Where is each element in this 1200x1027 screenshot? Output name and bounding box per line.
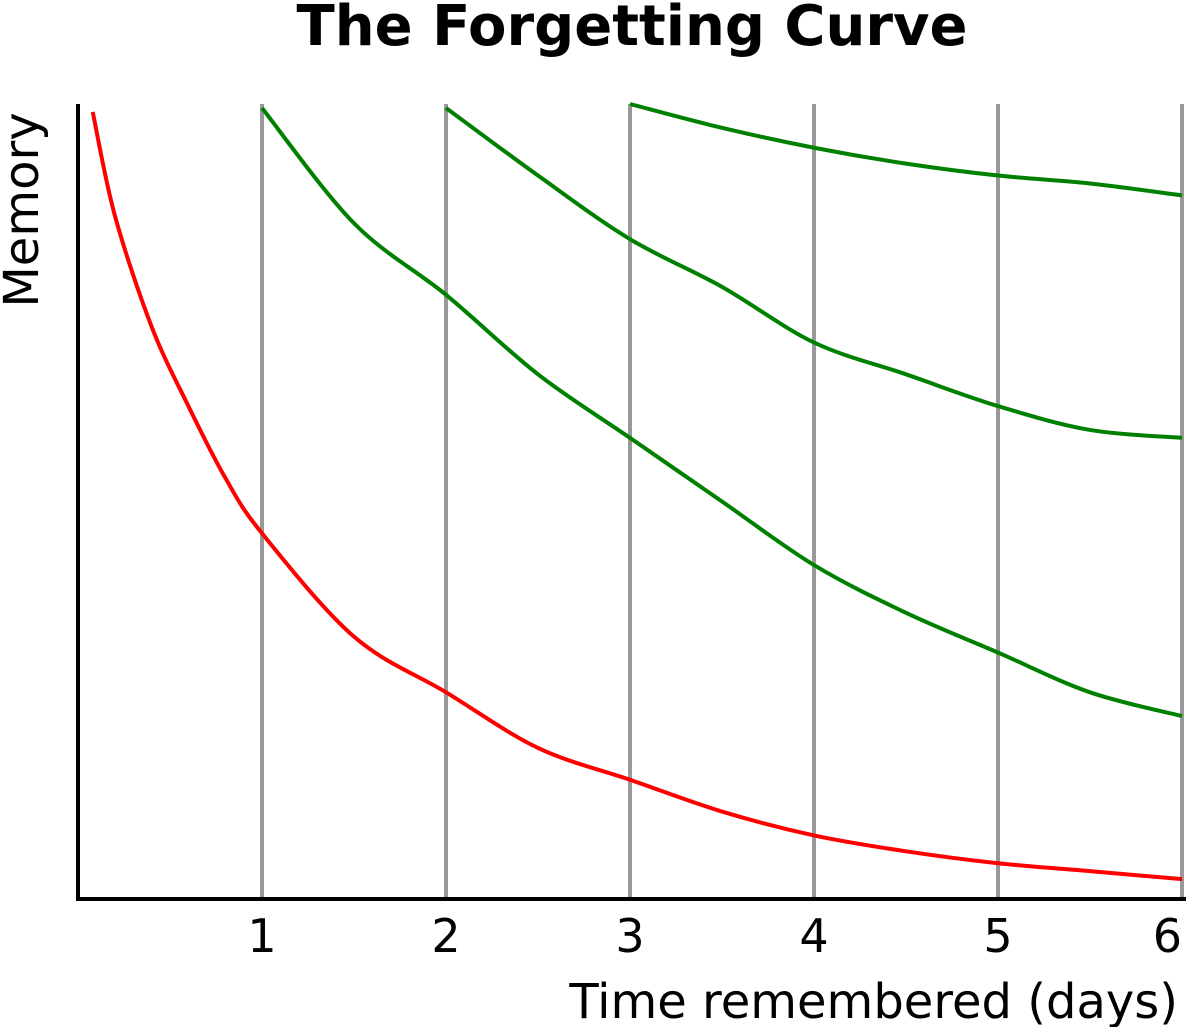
x-tick-label-6: 6: [1153, 909, 1182, 963]
x-tick-label-1: 1: [247, 909, 276, 963]
grid-lines: [260, 104, 1184, 899]
review-curve-2: [444, 106, 1183, 440]
review-curve-1: [260, 106, 1183, 719]
x-axis-label: Time remembered (days): [568, 974, 1178, 1027]
x-tick-labels: 1 2 3 4 5 6: [247, 909, 1182, 963]
x-tick-label-5: 5: [983, 909, 1012, 963]
series-lines: [90, 102, 1183, 882]
initial-forgetting-curve: [90, 111, 1183, 882]
chart-title: The Forgetting Curve: [297, 0, 968, 59]
y-axis-label: Memory: [0, 112, 50, 307]
x-tick-label-4: 4: [799, 909, 828, 963]
review-curve-3: [629, 102, 1183, 198]
x-tick-label-3: 3: [615, 909, 644, 963]
x-tick-label-2: 2: [431, 909, 460, 963]
